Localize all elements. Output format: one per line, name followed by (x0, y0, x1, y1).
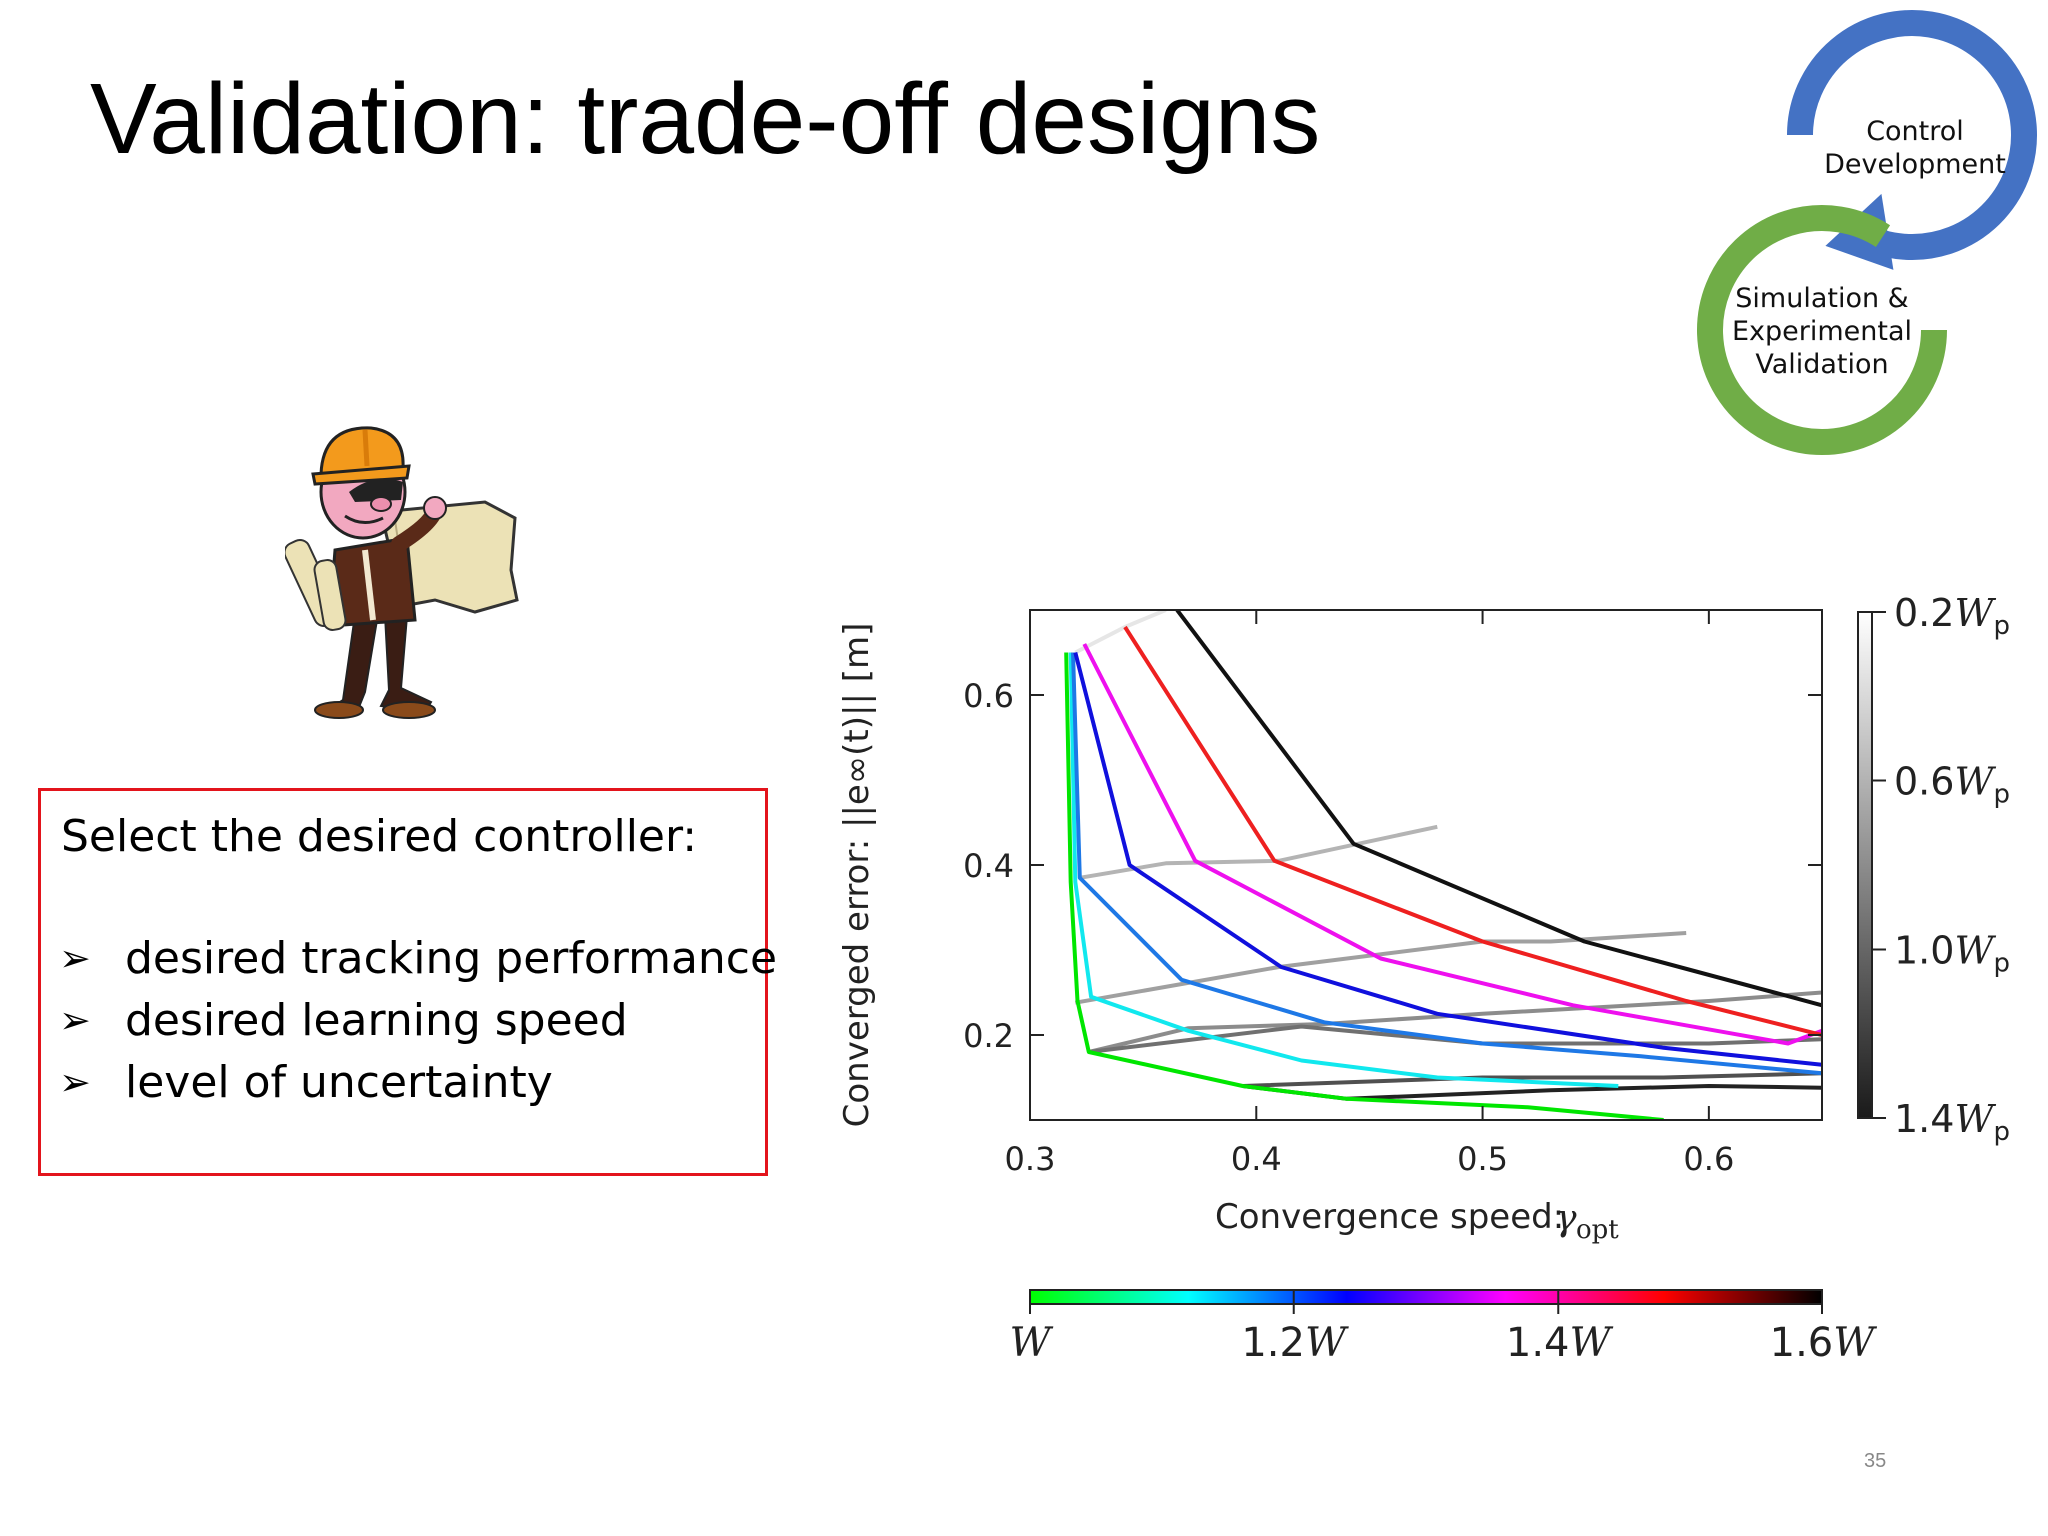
arrowhead-bullet-icon: ➢ (59, 998, 91, 1042)
plot-area (1064, 610, 1822, 1120)
x-axis-subscript: opt (1576, 1215, 1619, 1245)
list-item: ➢ desired tracking performance (59, 927, 777, 989)
wp-colorbar-label: 0.2Wp (1894, 591, 2010, 641)
series-line-w (1068, 652, 1619, 1088)
slide-title: Validation: trade-off designs (90, 63, 1321, 175)
series-line-wp (1088, 990, 1822, 1054)
series-line-w (1071, 652, 1822, 1076)
cycle-arrows-icon (1697, 10, 2037, 456)
callout-heading: Select the desired controller: (61, 811, 698, 862)
list-item-text: desired tracking performance (125, 932, 778, 984)
wp-colorbar-label: 1.4Wp (1894, 1097, 2010, 1147)
series-line-wp (1242, 1071, 1822, 1088)
list-item-text: desired learning speed (125, 994, 628, 1046)
x-tick-label: 0.3 (1005, 1140, 1056, 1178)
w-colorbar-label: 1.2W (1241, 1320, 1349, 1366)
cycle-arrow-top-icon (1787, 10, 2037, 260)
x-tick-label: 0.4 (1231, 1140, 1282, 1178)
series-line-w (1073, 652, 1822, 1067)
list-item: ➢ desired learning speed (59, 989, 777, 1051)
wp-colorbar (1857, 611, 1873, 1119)
series-line-wp (1074, 610, 1167, 655)
engineer-with-blueprint-icon (283, 420, 525, 730)
wp-colorbar-label: 0.6Wp (1894, 759, 2010, 809)
x-axis-symbol: γ (1555, 1198, 1577, 1239)
y-tick-label: 0.4 (963, 847, 1014, 885)
list-item-text: level of uncertainty (125, 1056, 553, 1108)
cycle-arrow-bottom-icon (1697, 205, 1947, 456)
list-item: ➢ level of uncertainty (59, 1051, 777, 1113)
series-line-w (1064, 652, 1664, 1120)
y-tick-label: 0.6 (963, 677, 1014, 715)
series-line-w (1123, 625, 1822, 1037)
x-tick-label: 0.6 (1683, 1140, 1734, 1178)
series-line-w (1082, 643, 1822, 1046)
arrowhead-bullet-icon: ➢ (59, 936, 91, 980)
cycle-label-simulation-validation: Simulation & Experimental Validation (1731, 283, 1913, 380)
w-colorbar (1029, 1289, 1823, 1305)
y-axis-label: Converged error: ||e∞(t)|| [m] (837, 623, 877, 1128)
y-tick-label: 0.2 (963, 1017, 1014, 1055)
controller-selection-callout: Select the desired controller: ➢ desired… (38, 788, 777, 1176)
process-cycle-graphic: Control Development Simulation & Experim… (1660, 0, 2048, 480)
x-tick-label: 0.5 (1457, 1140, 1508, 1178)
page-number: 35 (1864, 1450, 1887, 1472)
cycle-label-control-development: Control Development (1824, 116, 2006, 180)
wp-colorbar-label: 1.0Wp (1894, 929, 2010, 979)
criteria-list: ➢ desired tracking performance ➢ desired… (59, 927, 777, 1113)
series-line-w (1175, 610, 1822, 1008)
w-colorbar-label: 1.6W (1770, 1320, 1878, 1366)
w-colorbar-label: 1.4W (1506, 1320, 1614, 1366)
x-axis-label: Convergence speed: (1215, 1197, 1564, 1237)
w-colorbar-label: W (1009, 1320, 1053, 1366)
arrowhead-bullet-icon: ➢ (59, 1060, 91, 1104)
